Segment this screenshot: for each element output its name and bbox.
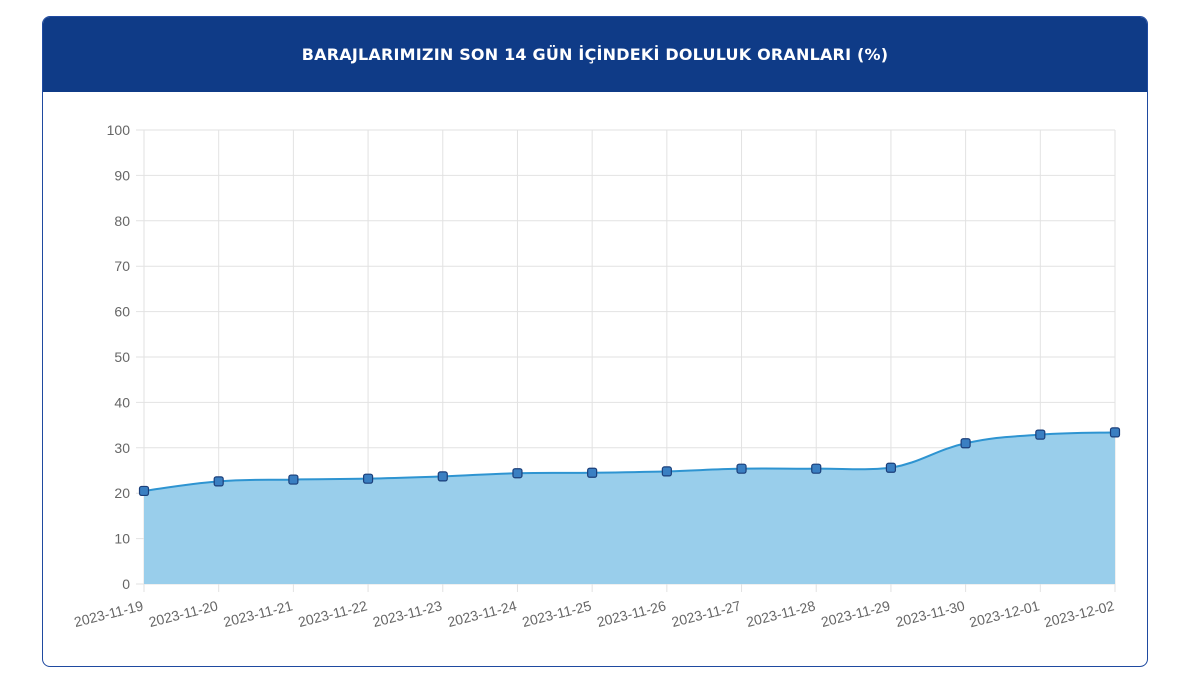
data-point[interactable] bbox=[960, 438, 971, 449]
y-tick-label: 50 bbox=[114, 349, 130, 365]
data-point[interactable] bbox=[587, 467, 598, 478]
data-point[interactable] bbox=[736, 463, 747, 474]
x-tick-label: 2023-11-22 bbox=[296, 597, 369, 630]
data-point[interactable] bbox=[362, 473, 374, 484]
y-axis-ticks: 0 10 20 30 40 50 60 70 80 90 100 bbox=[107, 122, 131, 592]
x-tick-label: 2023-11-26 bbox=[595, 597, 668, 630]
x-tick-label: 2023-11-19 bbox=[72, 597, 145, 630]
x-tick-label: 2023-12-01 bbox=[968, 597, 1042, 630]
data-point[interactable] bbox=[288, 474, 299, 485]
y-tick-label: 90 bbox=[114, 167, 130, 183]
y-tick-label: 100 bbox=[107, 122, 131, 138]
x-tick-label: 2023-11-21 bbox=[222, 597, 295, 630]
data-point[interactable] bbox=[885, 462, 897, 473]
x-tick-label: 2023-11-30 bbox=[894, 597, 967, 630]
y-tick-label: 80 bbox=[114, 213, 130, 229]
y-tick-label: 30 bbox=[114, 440, 130, 456]
x-tick-label: 2023-11-27 bbox=[670, 597, 743, 630]
y-tick-label: 40 bbox=[114, 394, 130, 410]
data-point[interactable] bbox=[512, 468, 523, 479]
x-tick-label: 2023-11-25 bbox=[521, 597, 594, 630]
data-point[interactable] bbox=[661, 466, 672, 477]
x-tick-label: 2023-11-29 bbox=[819, 597, 892, 630]
x-tick-label: 2023-11-24 bbox=[446, 597, 519, 630]
y-tick-label: 10 bbox=[114, 531, 130, 547]
y-tick-label: 0 bbox=[122, 576, 130, 592]
data-points bbox=[138, 427, 1121, 497]
x-tick-label: 2023-11-23 bbox=[371, 597, 444, 630]
data-point[interactable] bbox=[138, 485, 150, 497]
data-point[interactable] bbox=[811, 463, 822, 474]
data-point[interactable] bbox=[1109, 427, 1121, 438]
chart-area: 0 10 20 30 40 50 60 70 80 90 100 2023-11-19 2023-11… bbox=[43, 92, 1147, 666]
chart-card: BARAJLARIMIZIN SON 14 GÜN İÇİNDEKİ DOLUL… bbox=[42, 16, 1148, 667]
series-line bbox=[143, 431, 1116, 492]
data-point[interactable] bbox=[437, 471, 448, 482]
area-fill bbox=[144, 432, 1115, 584]
x-tick-label: 2023-11-20 bbox=[147, 597, 220, 630]
y-tick-label: 60 bbox=[114, 304, 130, 320]
y-tick-label: 20 bbox=[114, 485, 130, 501]
chart-title: BARAJLARIMIZIN SON 14 GÜN İÇİNDEKİ DOLUL… bbox=[301, 45, 889, 64]
x-tick-label: 2023-11-28 bbox=[745, 597, 818, 630]
area-fill-group bbox=[143, 431, 1116, 584]
x-tick-label: 2023-12-02 bbox=[1042, 597, 1116, 630]
data-point[interactable] bbox=[213, 476, 224, 487]
x-axis-ticks: 2023-11-19 2023-11-20 2023-11-21 2023-11-22… bbox=[72, 597, 1116, 630]
chart-header: BARAJLARIMIZIN SON 14 GÜN İÇİNDEKİ DOLUL… bbox=[43, 17, 1147, 92]
y-tick-label: 70 bbox=[114, 258, 130, 274]
data-point[interactable] bbox=[1035, 429, 1046, 440]
